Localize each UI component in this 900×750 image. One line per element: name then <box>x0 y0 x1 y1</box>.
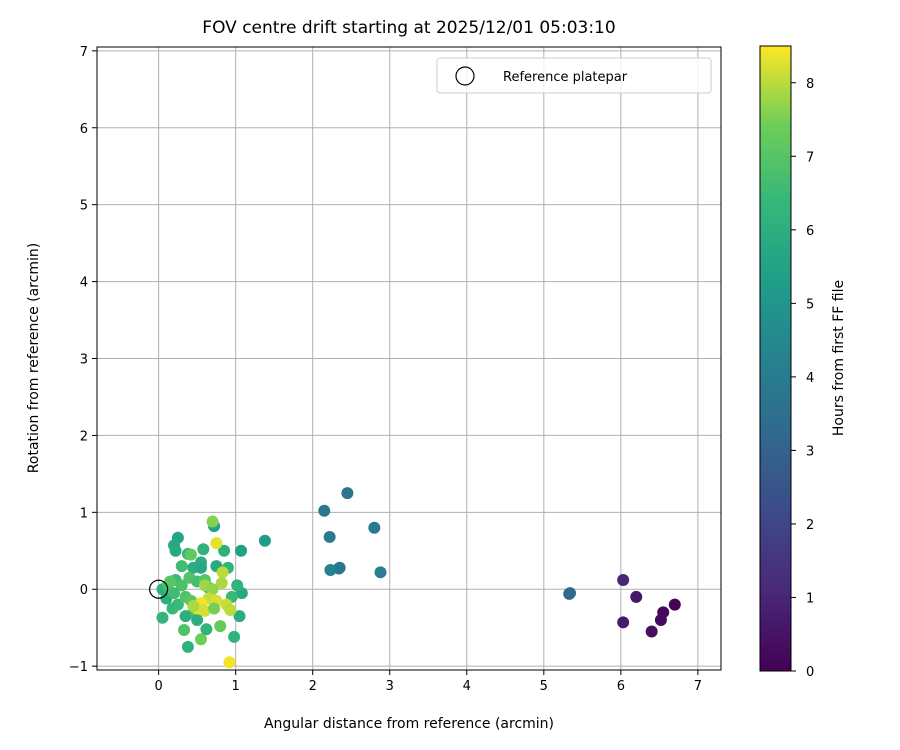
data-point <box>654 614 667 627</box>
x-tick-label: 1 <box>232 679 240 694</box>
data-point <box>179 610 192 623</box>
data-point <box>617 574 630 587</box>
legend-label: Reference platepar <box>503 70 628 85</box>
colorbar-tick-label: 6 <box>806 224 814 239</box>
data-point <box>175 579 188 592</box>
legend: Reference platepar <box>436 57 712 94</box>
colorbar-tick-label: 3 <box>806 444 814 459</box>
y-tick-label: 4 <box>80 276 88 291</box>
data-point <box>368 521 381 534</box>
data-point <box>564 587 577 600</box>
data-point <box>156 611 169 624</box>
data-point <box>164 575 177 588</box>
colorbar-tick-label: 1 <box>806 591 814 606</box>
data-point <box>181 640 194 653</box>
colorbar-tick-label: 0 <box>806 665 814 680</box>
data-point <box>617 616 630 629</box>
x-axis-ticks: 0 1 2 3 4 5 6 7 <box>154 670 702 694</box>
y-tick-label: 6 <box>80 122 88 137</box>
data-point <box>668 598 681 611</box>
data-point <box>258 534 271 547</box>
data-point <box>235 544 248 557</box>
data-point <box>200 623 213 636</box>
reference-marker <box>149 579 169 599</box>
y-tick-label: 3 <box>80 353 88 368</box>
data-point <box>630 590 643 603</box>
data-points <box>156 487 681 669</box>
data-point <box>206 583 219 596</box>
data-point <box>191 614 204 627</box>
legend-marker-icon <box>455 66 475 86</box>
colorbar-tick-label: 8 <box>806 77 814 92</box>
x-tick-label: 7 <box>694 679 702 694</box>
x-tick-label: 6 <box>617 679 625 694</box>
data-point <box>168 587 181 600</box>
data-point <box>195 633 207 646</box>
data-point <box>374 566 387 579</box>
y-tick-label: 2 <box>80 429 88 444</box>
data-point <box>175 560 188 573</box>
colorbar <box>759 45 792 672</box>
colorbar-tick-label: 7 <box>806 150 814 165</box>
data-point <box>233 610 246 623</box>
data-point <box>324 564 337 577</box>
y-axis-label: Rotation from reference (arcmin) <box>26 243 42 473</box>
x-tick-label: 5 <box>540 679 548 694</box>
data-point <box>178 624 191 637</box>
data-point <box>198 604 211 617</box>
data-point <box>214 620 227 633</box>
data-point <box>228 630 241 643</box>
data-point <box>218 544 231 557</box>
data-point <box>323 530 336 543</box>
reference-marker-group <box>149 579 169 599</box>
data-point <box>187 600 200 613</box>
data-point <box>645 625 658 638</box>
y-axis-ticks: −1 0 1 2 3 4 5 6 7 <box>69 45 97 675</box>
colorbar-label: Hours from first FF file <box>831 280 847 436</box>
data-point <box>215 577 228 590</box>
data-point <box>224 604 237 617</box>
data-point <box>341 487 354 500</box>
y-tick-label: 7 <box>80 45 88 60</box>
y-tick-label: 1 <box>80 506 88 521</box>
chart-title: FOV centre drift starting at 2025/12/01 … <box>202 18 615 38</box>
y-tick-label: 0 <box>80 583 88 598</box>
data-point <box>223 656 236 669</box>
legend-box <box>436 57 712 94</box>
data-point <box>318 504 331 517</box>
colorbar-ticks: 0 1 2 3 4 5 6 7 8 <box>791 77 814 680</box>
data-point <box>210 537 223 550</box>
data-point <box>166 602 179 615</box>
grid-lines <box>97 47 721 670</box>
x-axis-label: Angular distance from reference (arcmin) <box>264 716 554 732</box>
data-point <box>206 515 219 528</box>
colorbar-tick-label: 5 <box>806 297 814 312</box>
data-point <box>208 602 221 615</box>
x-tick-label: 2 <box>309 679 317 694</box>
x-tick-label: 0 <box>154 679 162 694</box>
colorbar-tick-label: 2 <box>806 518 814 533</box>
data-point <box>169 544 182 557</box>
data-point <box>197 543 210 556</box>
data-point <box>195 561 207 574</box>
data-point <box>216 566 229 579</box>
data-point <box>231 579 244 592</box>
y-tick-label: −1 <box>69 660 88 675</box>
y-tick-label: 5 <box>80 199 88 214</box>
data-point <box>184 548 197 561</box>
x-tick-label: 4 <box>463 679 471 694</box>
x-tick-label: 3 <box>386 679 394 694</box>
colorbar-tick-label: 4 <box>806 371 814 386</box>
